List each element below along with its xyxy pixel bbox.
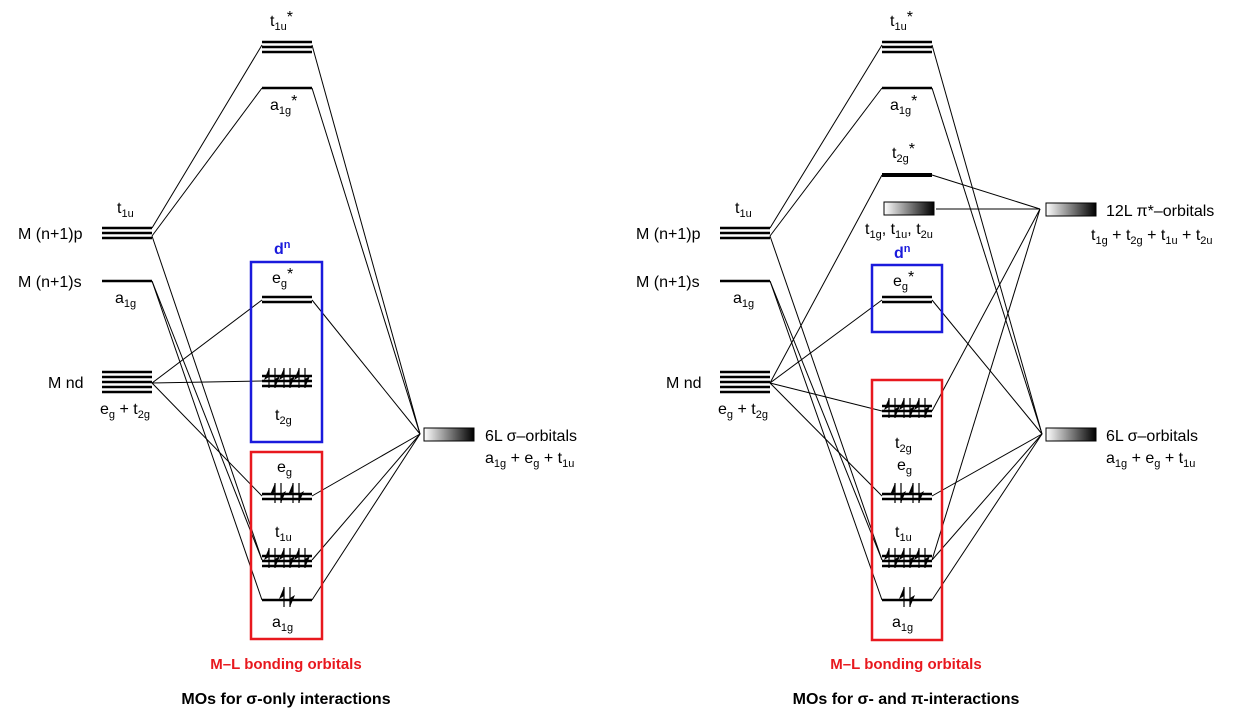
svg-text:6L σ–orbitals: 6L σ–orbitals bbox=[1106, 428, 1198, 445]
left-metal-nd: M nd eg + t2g bbox=[48, 370, 152, 421]
svg-text:M (n+1)p: M (n+1)p bbox=[636, 226, 701, 243]
left-dn-label: dn bbox=[274, 239, 291, 258]
right-metal-ns: M (n+1)s a1g bbox=[636, 274, 770, 310]
left-nd-label: M nd bbox=[48, 375, 84, 392]
right-mo-eg-star: eg* bbox=[882, 269, 932, 304]
left-mo-a1g: a1g bbox=[262, 587, 312, 634]
svg-text:a1g*: a1g* bbox=[270, 93, 297, 117]
left-np-label: M (n+1)p bbox=[18, 226, 83, 243]
right-mo-a1g-star: a1g* bbox=[882, 86, 932, 117]
left-mo-eg-star: eg* bbox=[262, 266, 312, 304]
svg-text:t1u*: t1u* bbox=[270, 9, 293, 33]
right-correlation-lines bbox=[769, 44, 1043, 601]
left-np-sym: t1u bbox=[117, 200, 134, 220]
left-diagram: t1u M (n+1)p M (n+1)s a1g M nd eg + t2g … bbox=[18, 9, 577, 708]
right-mo-t1u-star: t1u* bbox=[882, 9, 932, 54]
right-mo-a1g: a1g bbox=[882, 587, 932, 634]
left-metal-ns: M (n+1)s a1g bbox=[18, 274, 152, 310]
left-ns-label: M (n+1)s bbox=[18, 274, 82, 291]
svg-text:eg*: eg* bbox=[272, 266, 293, 290]
svg-text:t1u*: t1u* bbox=[890, 9, 913, 33]
svg-text:12L π*–orbitals: 12L π*–orbitals bbox=[1106, 203, 1214, 220]
right-diagram: t1u M (n+1)p M (n+1)s a1g M nd eg + t2g … bbox=[636, 9, 1214, 708]
svg-text:t1u: t1u bbox=[275, 524, 292, 544]
right-ligand-pi: 12L π*–orbitals t1g + t2g + t1u + t2u bbox=[1045, 202, 1214, 247]
right-mo-eg: eg bbox=[882, 457, 932, 503]
svg-text:eg: eg bbox=[277, 459, 292, 479]
left-mo-t2g: t2g bbox=[262, 368, 312, 427]
left-mo-t1u-star: t1u* bbox=[262, 9, 312, 54]
left-nd-sym: eg + t2g bbox=[100, 401, 150, 421]
left-correlation-lines bbox=[151, 44, 421, 601]
svg-text:6L σ–orbitals: 6L σ–orbitals bbox=[485, 428, 577, 445]
svg-text:M (n+1)s: M (n+1)s bbox=[636, 274, 700, 291]
right-mo-nonbonding: t1g, t1u, t2u bbox=[865, 201, 935, 241]
svg-text:a1g: a1g bbox=[272, 614, 293, 634]
svg-text:M nd: M nd bbox=[666, 375, 702, 392]
right-ligand-sigma: 6L σ–orbitals a1g + eg + t1u bbox=[1045, 427, 1198, 470]
right-bonding-label: M–L bonding orbitals bbox=[830, 656, 981, 673]
left-mo-eg: eg bbox=[262, 459, 312, 503]
svg-text:a1g: a1g bbox=[892, 614, 913, 634]
left-bonding-box bbox=[249, 450, 324, 641]
right-mo-t2g: t2g bbox=[882, 398, 932, 455]
left-metal-np: t1u M (n+1)p bbox=[18, 200, 152, 243]
svg-text:t1g + t2g + t1u + t2u: t1g + t2g + t1u + t2u bbox=[1091, 227, 1213, 247]
right-caption: MOs for σ- and π-interactions bbox=[793, 691, 1020, 708]
svg-text:a1g + eg + t1u: a1g + eg + t1u bbox=[485, 450, 574, 470]
left-caption: MOs for σ-only interactions bbox=[181, 691, 390, 708]
right-dn-label: dn bbox=[894, 243, 911, 262]
svg-text:a1g + eg + t1u: a1g + eg + t1u bbox=[1106, 450, 1195, 470]
svg-text:t1u: t1u bbox=[895, 524, 912, 544]
left-mo-t1u: t1u bbox=[262, 524, 312, 568]
left-mo-a1g-star: a1g* bbox=[262, 86, 312, 117]
svg-text:a1g: a1g bbox=[733, 290, 754, 310]
svg-text:a1g*: a1g* bbox=[890, 93, 917, 117]
right-metal-nd: M nd eg + t2g bbox=[666, 370, 770, 421]
right-mo-t1u: t1u bbox=[882, 524, 932, 568]
right-metal-np: t1u M (n+1)p bbox=[636, 200, 770, 243]
left-bonding-label: M–L bonding orbitals bbox=[210, 656, 361, 673]
left-dn-box bbox=[249, 260, 324, 444]
right-bonding-box bbox=[870, 378, 944, 642]
svg-text:t2g: t2g bbox=[895, 435, 912, 455]
left-ligand-sigma: 6L σ–orbitals a1g + eg + t1u bbox=[423, 427, 577, 470]
right-dn-box bbox=[870, 263, 944, 334]
left-ns-sym: a1g bbox=[115, 290, 136, 310]
svg-text:t1u: t1u bbox=[735, 200, 752, 220]
svg-text:t1g, t1u, t2u: t1g, t1u, t2u bbox=[865, 221, 933, 241]
svg-text:eg + t2g: eg + t2g bbox=[718, 401, 768, 421]
svg-text:t2g*: t2g* bbox=[892, 141, 915, 165]
svg-text:t2g: t2g bbox=[275, 407, 292, 427]
svg-text:eg: eg bbox=[897, 457, 912, 477]
svg-text:eg*: eg* bbox=[893, 269, 914, 293]
right-mo-t2g-star: t2g* bbox=[882, 141, 932, 177]
